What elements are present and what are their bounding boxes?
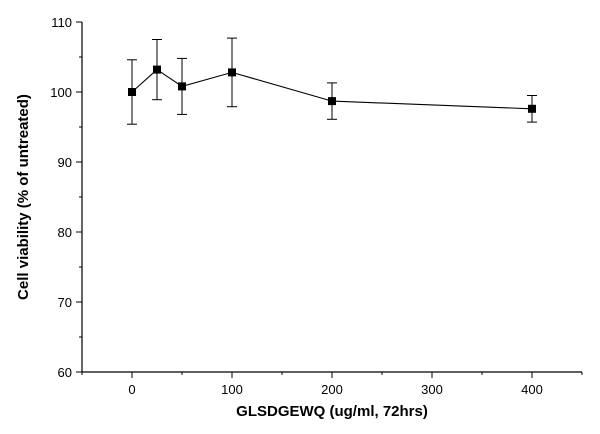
data-point (228, 68, 236, 77)
y-axis-ticks: 60 70 80 90 100 110 (50, 15, 82, 380)
x-tick-label: 300 (421, 382, 443, 397)
data-point (528, 104, 536, 113)
x-tick-label: 400 (521, 382, 543, 397)
data-point (178, 82, 186, 91)
y-tick-label: 110 (51, 15, 72, 30)
y-tick-label: 80 (58, 225, 72, 240)
data-point (328, 97, 336, 106)
x-tick-label: 200 (321, 382, 343, 397)
y-tick-label: 60 (58, 365, 72, 380)
series-line (131, 68, 533, 110)
y-tick-label: 70 (58, 295, 72, 310)
x-axis-label: GLSDGEWQ (ug/ml, 72hrs) (236, 403, 428, 420)
plot-area (127, 37, 537, 125)
x-tick-label: 100 (221, 382, 243, 397)
data-point (153, 65, 161, 74)
x-tick-label: 0 (128, 382, 135, 397)
y-tick-label: 90 (58, 155, 72, 170)
x-axis-ticks: 0 100 200 300 400 (81, 372, 583, 397)
y-axis-label: Cell viability (% of untreated) (15, 94, 32, 300)
y-tick-label: 100 (50, 85, 72, 100)
data-point (128, 88, 136, 96)
